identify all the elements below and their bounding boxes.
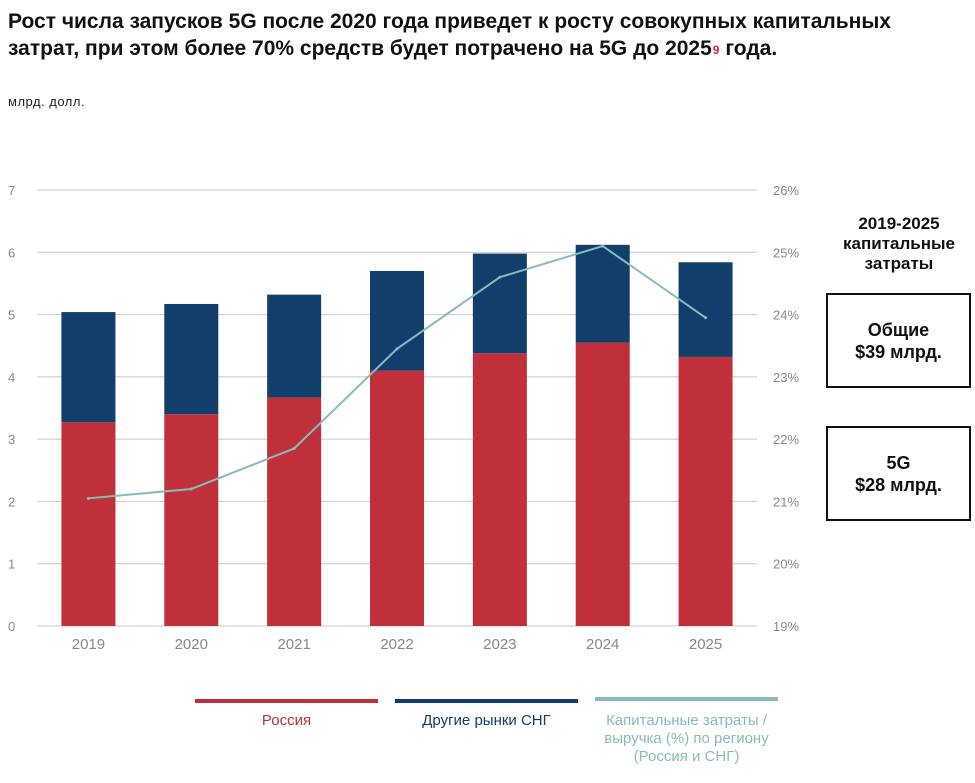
- y2-tick-label: 20%: [773, 557, 799, 572]
- capex-ratio-point: [189, 487, 193, 491]
- y-tick-label: 5: [8, 308, 15, 323]
- y-tick-label: 0: [8, 619, 15, 634]
- footnote-marker: 9: [712, 43, 720, 57]
- capex-ratio-point: [601, 244, 605, 248]
- capex-ratio-point: [86, 496, 90, 500]
- legend-label-capex-ratio: Капитальные затраты / выручка (%) по рег…: [604, 712, 769, 765]
- bar-russia: [164, 414, 219, 626]
- side-panel-title: 2019-2025 капитальные затраты: [843, 214, 955, 273]
- legend-swatch-capex-ratio: [595, 697, 778, 701]
- bar-russia: [61, 422, 116, 626]
- x-tick-label: 2023: [483, 636, 516, 653]
- bar-russia: [472, 353, 527, 626]
- bar-cis: [678, 262, 733, 357]
- capex-ratio-point: [704, 316, 708, 320]
- bar-russia: [267, 397, 322, 626]
- capex-ratio-point: [395, 347, 399, 351]
- bar-russia: [575, 342, 630, 626]
- x-tick-label: 2025: [689, 636, 722, 653]
- y2-tick-label: 23%: [773, 370, 799, 385]
- y2-tick-label: 19%: [773, 619, 799, 634]
- unit-label: млрд. долл.: [8, 94, 86, 109]
- y-tick-label: 1: [8, 557, 15, 572]
- y2-tick-label: 25%: [773, 245, 799, 260]
- total-capex-label: Общие: [867, 319, 930, 340]
- bar-russia: [678, 356, 733, 626]
- y2-tick-label: 22%: [773, 432, 799, 447]
- chart-title: Рост числа запусков 5G после 2020 года п…: [8, 8, 948, 62]
- bar-russia: [370, 370, 424, 626]
- total-capex-value: $39 млрд.: [855, 341, 942, 362]
- x-tick-label: 2020: [175, 636, 208, 653]
- legend-swatch-russia: [195, 699, 378, 703]
- y2-tick-label: 24%: [773, 308, 799, 323]
- y-tick-label: 4: [8, 370, 15, 385]
- chart-title-tail: года.: [719, 37, 778, 60]
- y-tick-label: 6: [8, 245, 15, 260]
- 5g-capex-label: 5G: [886, 452, 911, 473]
- legend-label-russia: Россия: [261, 712, 312, 729]
- bar-cis: [267, 294, 322, 398]
- 5g-capex-box: 5G $28 млрд.: [826, 426, 971, 521]
- y2-tick-label: 21%: [773, 494, 799, 509]
- bar-cis: [472, 253, 527, 354]
- x-tick-label: 2024: [586, 636, 619, 653]
- x-tick-label: 2021: [277, 636, 310, 653]
- bar-cis: [370, 270, 424, 371]
- chart-title-text: Рост числа запусков 5G после 2020 года п…: [8, 10, 891, 60]
- bar-cis: [164, 303, 219, 415]
- total-capex-box: Общие $39 млрд.: [826, 293, 971, 388]
- bar-cis: [61, 312, 116, 423]
- y-tick-label: 2: [8, 494, 15, 509]
- y-tick-label: 7: [8, 183, 15, 198]
- x-tick-label: 2022: [380, 636, 413, 653]
- bar-cis: [575, 244, 630, 343]
- capex-ratio-point: [498, 275, 502, 279]
- y-tick-label: 3: [8, 432, 15, 447]
- 5g-capex-value: $28 млрд.: [855, 474, 942, 495]
- legend-label-cis: Другие рынки СНГ: [422, 712, 551, 729]
- y2-tick-label: 26%: [773, 183, 799, 198]
- x-tick-label: 2019: [72, 636, 105, 653]
- legend-swatch-cis: [395, 699, 578, 703]
- capex-ratio-point: [292, 446, 296, 450]
